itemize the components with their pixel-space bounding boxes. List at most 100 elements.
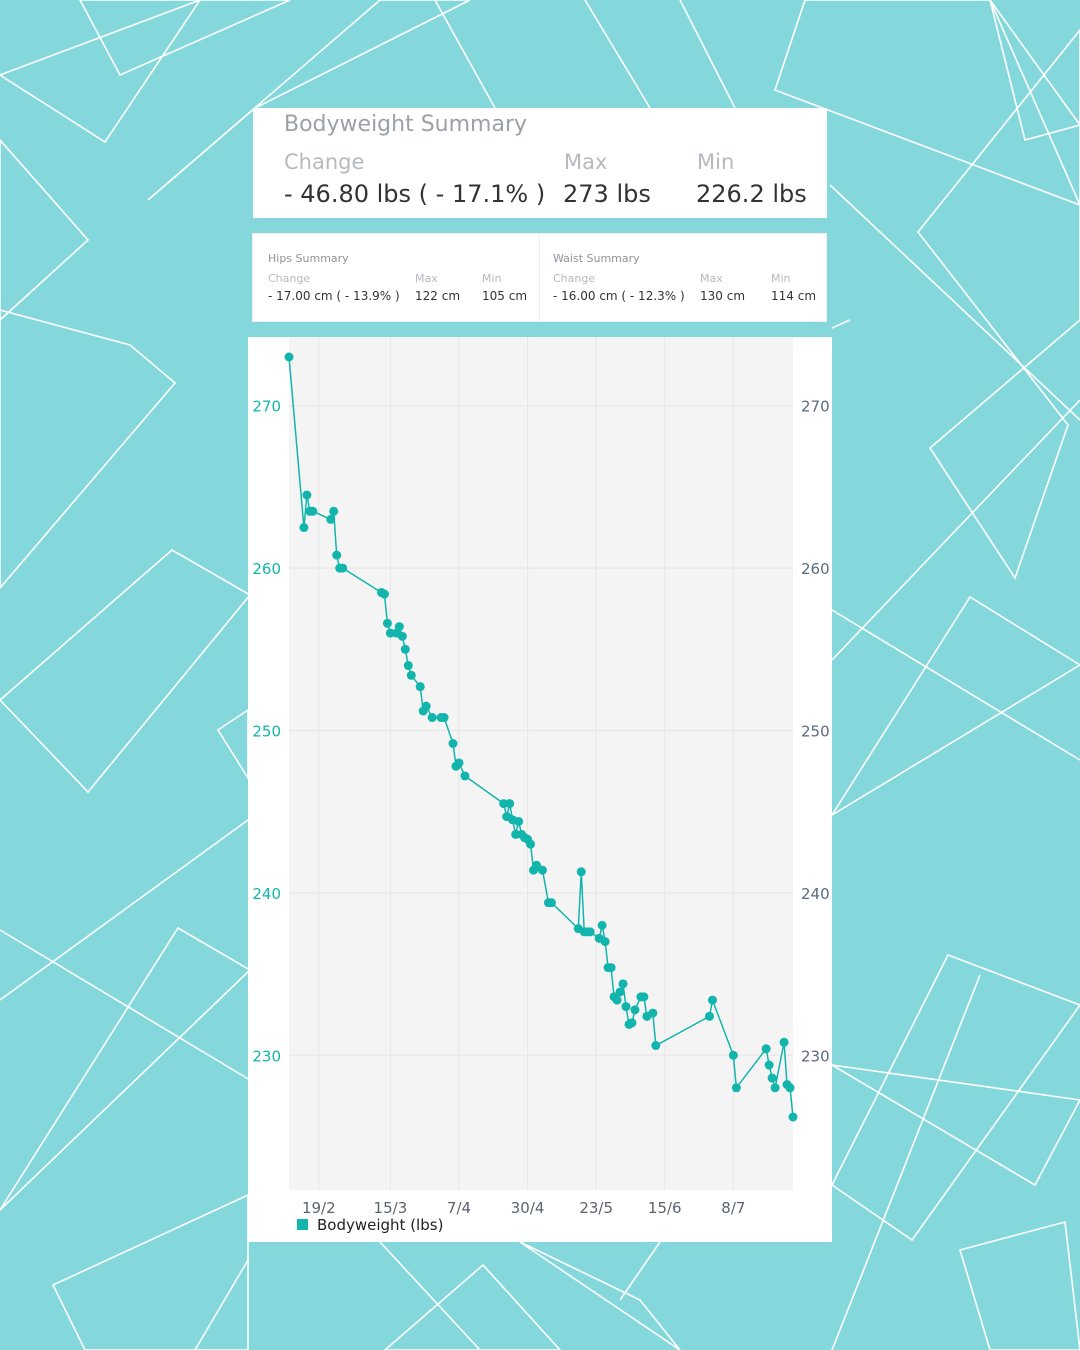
data-point — [382, 618, 392, 628]
data-point — [415, 682, 425, 692]
waist-max-value: 130 cm — [700, 289, 746, 303]
x-tick-label: 7/4 — [447, 1199, 471, 1217]
max-label: Max — [564, 150, 608, 174]
measurement-summary-card: Hips Summary Change - 17.00 cm ( - 13.9%… — [252, 233, 827, 322]
hips-min-label: Min — [482, 272, 502, 285]
data-point — [788, 1112, 798, 1122]
y-tick-label-right: 260 — [801, 560, 830, 578]
y-tick-label-left: 250 — [252, 723, 281, 741]
waist-summary-title: Waist Summary — [553, 252, 640, 265]
change-label: Change — [284, 150, 365, 174]
data-point — [514, 816, 524, 826]
legend-swatch — [297, 1219, 308, 1230]
data-point — [460, 771, 470, 781]
data-point — [284, 352, 294, 362]
y-tick-label-right: 230 — [801, 1047, 830, 1065]
change-value: - 46.80 lbs ( - 17.1% ) — [284, 180, 546, 208]
data-point — [448, 738, 458, 748]
data-point — [338, 563, 348, 573]
data-point — [406, 670, 416, 680]
data-point — [639, 992, 649, 1002]
x-tick-label: 19/2 — [302, 1199, 336, 1217]
hips-summary-title: Hips Summary — [268, 252, 349, 265]
y-tick-label-left: 260 — [252, 560, 281, 578]
x-tick-label: 30/4 — [511, 1199, 545, 1217]
data-point — [597, 920, 607, 930]
min-value: 226.2 lbs — [696, 180, 807, 208]
waist-min-label: Min — [771, 272, 791, 285]
waist-min-value: 114 cm — [771, 289, 817, 303]
data-point — [606, 963, 616, 973]
data-point — [761, 1044, 771, 1054]
plot-area — [289, 337, 793, 1190]
data-point — [779, 1037, 789, 1047]
legend-label: Bodyweight (lbs) — [317, 1216, 443, 1234]
data-point — [651, 1041, 661, 1051]
data-point — [585, 927, 595, 937]
hips-summary: Hips Summary Change - 17.00 cm ( - 13.9%… — [253, 234, 539, 321]
data-point — [648, 1008, 658, 1018]
data-point — [532, 860, 542, 870]
divider — [539, 234, 540, 321]
bodyweight-chart: 230 230 240 240 250 250 260 260 270 270 19/2 15/3 7/… — [248, 337, 832, 1242]
data-point — [707, 995, 717, 1005]
y-tick-label-left: 230 — [252, 1047, 281, 1065]
data-point — [728, 1050, 738, 1060]
y-tick-label-right: 240 — [801, 885, 830, 903]
y-tick-label-right: 270 — [801, 398, 830, 416]
data-point — [394, 622, 404, 632]
max-value: 273 lbs — [563, 180, 651, 208]
hips-min-value: 105 cm — [482, 289, 528, 303]
data-point — [299, 523, 309, 533]
data-point — [630, 1005, 640, 1015]
waist-change-value: - 16.00 cm ( - 12.3% ) — [553, 289, 685, 303]
x-tick-label: 15/3 — [374, 1199, 408, 1217]
data-point — [505, 799, 515, 809]
data-point — [537, 865, 547, 875]
y-tick-label-left: 270 — [252, 398, 281, 416]
hips-change-label: Change — [268, 272, 311, 285]
data-point — [308, 506, 318, 516]
y-tick-label-left: 240 — [252, 885, 281, 903]
hips-change-value: - 17.00 cm ( - 13.9% ) — [268, 289, 400, 303]
data-point — [770, 1083, 780, 1093]
data-point — [421, 701, 431, 711]
data-point — [329, 506, 339, 516]
bodyweight-summary-title: Bodyweight Summary — [284, 112, 528, 137]
min-label: Min — [697, 150, 735, 174]
data-point — [302, 490, 312, 500]
hips-max-label: Max — [415, 272, 438, 285]
data-point — [767, 1073, 777, 1083]
data-point — [785, 1083, 795, 1093]
data-point — [454, 758, 464, 768]
data-point — [403, 661, 413, 671]
data-point — [326, 514, 336, 524]
data-point — [379, 589, 389, 599]
data-point — [764, 1060, 774, 1070]
data-point — [546, 898, 556, 908]
x-tick-label: 8/7 — [721, 1199, 745, 1217]
data-point — [618, 979, 628, 989]
data-point — [439, 713, 449, 723]
waist-summary: Waist Summary Change - 16.00 cm ( - 12.3… — [540, 234, 828, 321]
data-point — [731, 1083, 741, 1093]
bodyweight-summary-card: Bodyweight Summary Change - 46.80 lbs ( … — [253, 108, 827, 218]
data-point — [576, 867, 586, 877]
data-point — [332, 550, 342, 560]
data-point — [526, 839, 536, 849]
data-point — [600, 937, 610, 947]
data-point — [397, 631, 407, 641]
data-point — [704, 1011, 714, 1021]
y-tick-label-right: 250 — [801, 723, 830, 741]
waist-max-label: Max — [700, 272, 723, 285]
waist-change-label: Change — [553, 272, 596, 285]
data-point — [621, 1002, 631, 1012]
chart-svg: 230 230 240 240 250 250 260 260 270 270 19/2 15/3 7/… — [252, 337, 830, 1234]
data-point — [427, 713, 437, 723]
x-tick-label: 23/5 — [579, 1199, 613, 1217]
data-point — [615, 987, 625, 997]
data-point — [400, 644, 410, 654]
data-point — [612, 995, 622, 1005]
hips-max-value: 122 cm — [415, 289, 461, 303]
data-point — [627, 1018, 637, 1028]
